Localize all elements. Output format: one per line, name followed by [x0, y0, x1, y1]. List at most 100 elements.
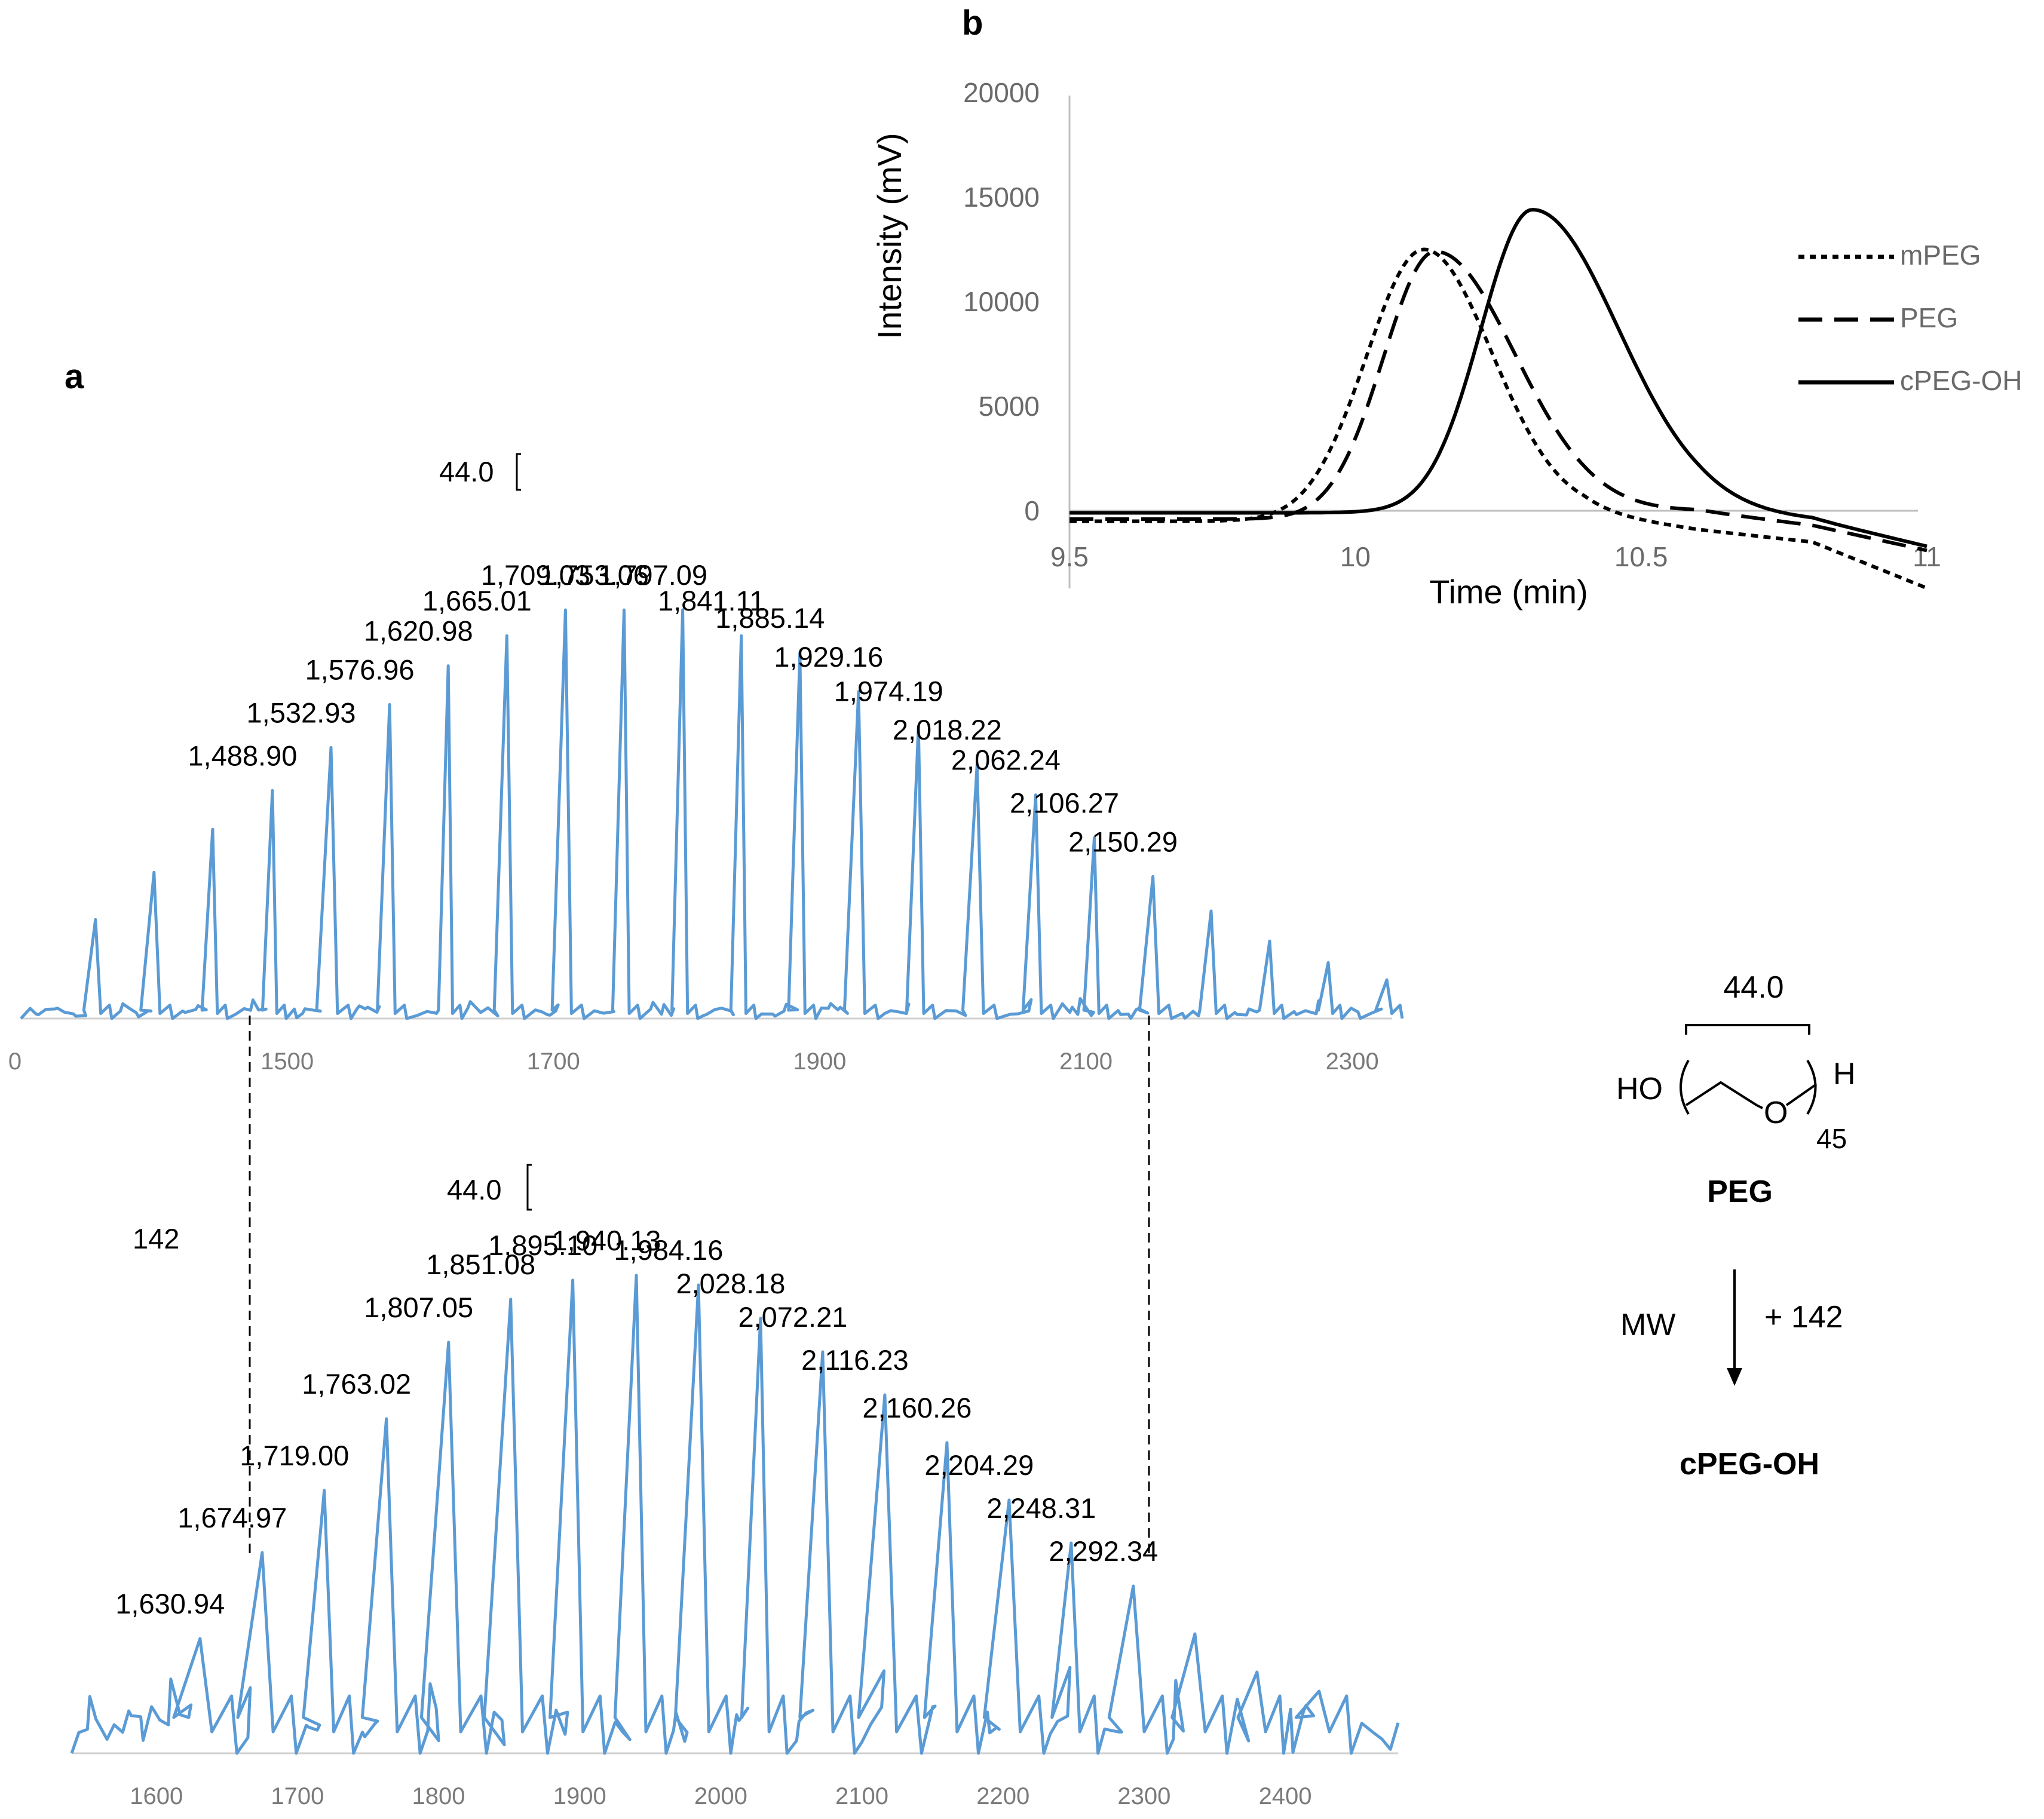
- x-tick-label: 9.5: [1050, 541, 1089, 572]
- peak-label: 1,841.11: [658, 585, 765, 616]
- scheme-peg-name: PEG: [1707, 1174, 1773, 1209]
- peak-label: 2,204.29: [924, 1449, 1034, 1481]
- x-tick-label: 1800: [412, 1783, 465, 1809]
- reaction-scheme: 44.0 HO O H 45 PEG MW + 142 cPEG-OH: [1616, 970, 1856, 1481]
- x-tick-label: 2400: [1259, 1783, 1312, 1809]
- x-tick-label: 2000: [694, 1783, 747, 1809]
- spectrum-lower: 1600 1700 1800 1900 2000 2100 2200 2300 2400 1,6…: [70, 1164, 1400, 1809]
- scheme-bond-end: [1785, 1083, 1818, 1106]
- spectrum-lower-spacing-label: 44.0: [447, 1174, 501, 1205]
- scheme-h-group: H: [1833, 1057, 1856, 1091]
- peak-label: 1,719.00: [240, 1440, 349, 1471]
- peak-label: 1,974.19: [834, 675, 943, 707]
- spectrum-upper-trace: [20, 608, 1404, 1020]
- chromatogram-x-axis-label: Time (min): [1429, 573, 1588, 611]
- peak-label: 1,753.06: [540, 559, 649, 591]
- legend-label-mpeg: mPEG: [1900, 240, 1981, 271]
- chromatogram-legend: mPEG PEG cPEG-OH: [1798, 240, 2022, 396]
- chromatogram-series-peg: [1070, 249, 1927, 553]
- chromatogram-y-axis-label: Intensity (mV): [871, 133, 908, 339]
- spectrum-upper-x-ticks: 0 1500 1700 1900 2100 2300: [8, 1048, 1379, 1075]
- spectrum-upper-spacing-label: 44.0: [439, 456, 494, 487]
- scheme-oxygen: O: [1764, 1096, 1788, 1130]
- peak-label: 2,072.21: [738, 1301, 847, 1333]
- legend-label-peg: PEG: [1900, 302, 1958, 333]
- x-tick-label: 10: [1340, 541, 1371, 572]
- scheme-paren-right: [1806, 1059, 1817, 1115]
- peak-label: 1,763.02: [302, 1368, 411, 1400]
- peak-label: 1,709.03: [481, 559, 590, 591]
- spectrum-lower-trace: [70, 1274, 1400, 1755]
- x-tick-label: 0: [8, 1048, 22, 1075]
- peak-label: 1,885.14: [715, 602, 825, 634]
- x-tick-label: 1500: [261, 1048, 314, 1075]
- peak-label: 1,940.13: [552, 1225, 661, 1256]
- peak-label: 2,160.26: [862, 1392, 972, 1424]
- spectrum-upper: 0 1500 1700 1900 2100 2300 1,488.901,532.931,…: [8, 453, 1404, 1075]
- x-tick-label: 1700: [527, 1048, 580, 1075]
- scheme-arrow-head: [1727, 1368, 1742, 1386]
- scheme-repeat-mass: 44.0: [1723, 970, 1783, 1005]
- peak-label: 2,292.34: [1049, 1535, 1158, 1567]
- peak-label: 2,028.18: [676, 1268, 785, 1299]
- panel-label-a: a: [65, 357, 84, 396]
- y-tick-label: 10000: [963, 286, 1040, 317]
- peak-label: 1,807.05: [364, 1292, 473, 1323]
- scheme-product-name: cPEG-OH: [1680, 1447, 1819, 1481]
- peak-label: 2,248.31: [986, 1492, 1096, 1524]
- scheme-bond-chain: [1685, 1081, 1763, 1109]
- spectrum-lower-peak-labels: 1,630.94 1,674.97 1,719.00 1,763.02 1,807.05…: [115, 1225, 1158, 1619]
- peak-label: 1,620.98: [364, 615, 473, 647]
- spectrum-lower-x-ticks: 1600 1700 1800 1900 2000 2100 2200 2300 2400: [130, 1783, 1311, 1809]
- peak-label: 1,488.90: [188, 740, 297, 771]
- peak-label: 1,674.97: [177, 1502, 287, 1533]
- scheme-repeat-bracket: [1685, 1024, 1810, 1035]
- spectrum-upper-spacing-bracket: [516, 453, 521, 491]
- peak-label: 1,851.08: [426, 1249, 535, 1280]
- chromatogram-x-ticks: 9.5 10 10.5 11: [1050, 541, 1941, 572]
- y-tick-label: 20000: [963, 77, 1040, 108]
- x-tick-label: 1700: [271, 1783, 324, 1809]
- x-tick-label: 2300: [1326, 1048, 1379, 1075]
- x-tick-label: 11: [1913, 541, 1941, 572]
- scheme-subscript-n: 45: [1816, 1123, 1847, 1154]
- peak-label: 1,576.96: [305, 654, 415, 685]
- chromatogram-y-ticks: 20000 15000 10000 5000 0: [963, 77, 1040, 526]
- peak-label: 2,150.29: [1068, 826, 1178, 857]
- peak-label: 2,106.27: [1010, 787, 1119, 819]
- scheme-ho-group: HO: [1616, 1072, 1663, 1106]
- mass-shift-label: 142: [133, 1223, 179, 1254]
- x-tick-label: 1900: [793, 1048, 846, 1075]
- peak-label: 1,895.10: [488, 1229, 597, 1261]
- y-tick-label: 0: [1024, 495, 1040, 526]
- chromatogram-curves: [1070, 207, 1928, 590]
- y-tick-label: 15000: [963, 182, 1040, 213]
- peak-label: 1,665.01: [422, 585, 532, 616]
- spectrum-upper-peak-labels: 1,488.90 1,532.93 1,576.96 1,620.981,665.01…: [188, 559, 1178, 857]
- x-tick-label: 1900: [553, 1783, 606, 1809]
- chromatogram-series-cpeg-oh: [1070, 207, 1927, 548]
- panel-label-b: b: [962, 4, 983, 42]
- legend-label-cpeg-oh: cPEG-OH: [1900, 365, 2022, 396]
- y-tick-label: 5000: [979, 391, 1040, 422]
- peak-label: 1,630.94: [115, 1588, 225, 1619]
- x-tick-label: 2200: [976, 1783, 1029, 1809]
- peak-label: 1,929.16: [774, 641, 883, 673]
- scheme-mw-label: MW: [1620, 1308, 1675, 1342]
- peak-label: 2,116.23: [801, 1344, 908, 1376]
- x-tick-label: 2300: [1117, 1783, 1170, 1809]
- peak-label: 1,532.93: [247, 697, 356, 728]
- spectrum-lower-spacing-bracket: [526, 1164, 532, 1211]
- x-tick-label: 2100: [835, 1783, 888, 1809]
- chromatogram-series-mpeg: [1070, 247, 1928, 590]
- peak-label: 2,018.22: [893, 714, 1002, 746]
- scheme-plus-mass: + 142: [1764, 1300, 1843, 1335]
- x-tick-label: 10.5: [1614, 541, 1668, 572]
- x-tick-label: 1600: [130, 1783, 183, 1809]
- x-tick-label: 2100: [1059, 1048, 1113, 1075]
- scheme-paren-left: [1680, 1060, 1690, 1115]
- peak-label: 1,984.16: [614, 1234, 723, 1266]
- peak-label: 1,797.09: [598, 559, 707, 591]
- chromatogram: 20000 15000 10000 5000 0 9.5 10 10.5 11 Time (m…: [871, 77, 2022, 611]
